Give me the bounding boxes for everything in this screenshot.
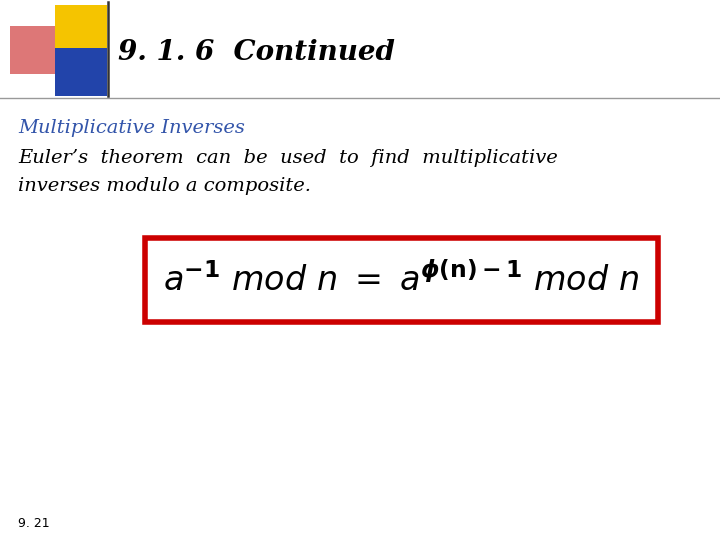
Text: 9. 1. 6  Continued: 9. 1. 6 Continued (118, 38, 395, 65)
Text: $\mathbf{\mathit{a}}^{\mathbf{-1}}$ $\mathbf{\mathit{mod\ n}}$ $=$ $\mathbf{\mat: $\mathbf{\mathit{a}}^{\mathbf{-1}}$ $\ma… (163, 262, 639, 298)
Text: 9. 21: 9. 21 (18, 517, 50, 530)
Bar (10, 26, 62, 74)
Text: Multiplicative Inverses: Multiplicative Inverses (18, 119, 245, 137)
Text: inverses modulo a composite.: inverses modulo a composite. (18, 177, 311, 195)
Bar (55, 48, 107, 96)
Bar (145, 238, 658, 322)
Bar (55, 5, 107, 53)
Text: Euler’s  theorem  can  be  used  to  find  multiplicative: Euler’s theorem can be used to find mult… (18, 149, 558, 167)
